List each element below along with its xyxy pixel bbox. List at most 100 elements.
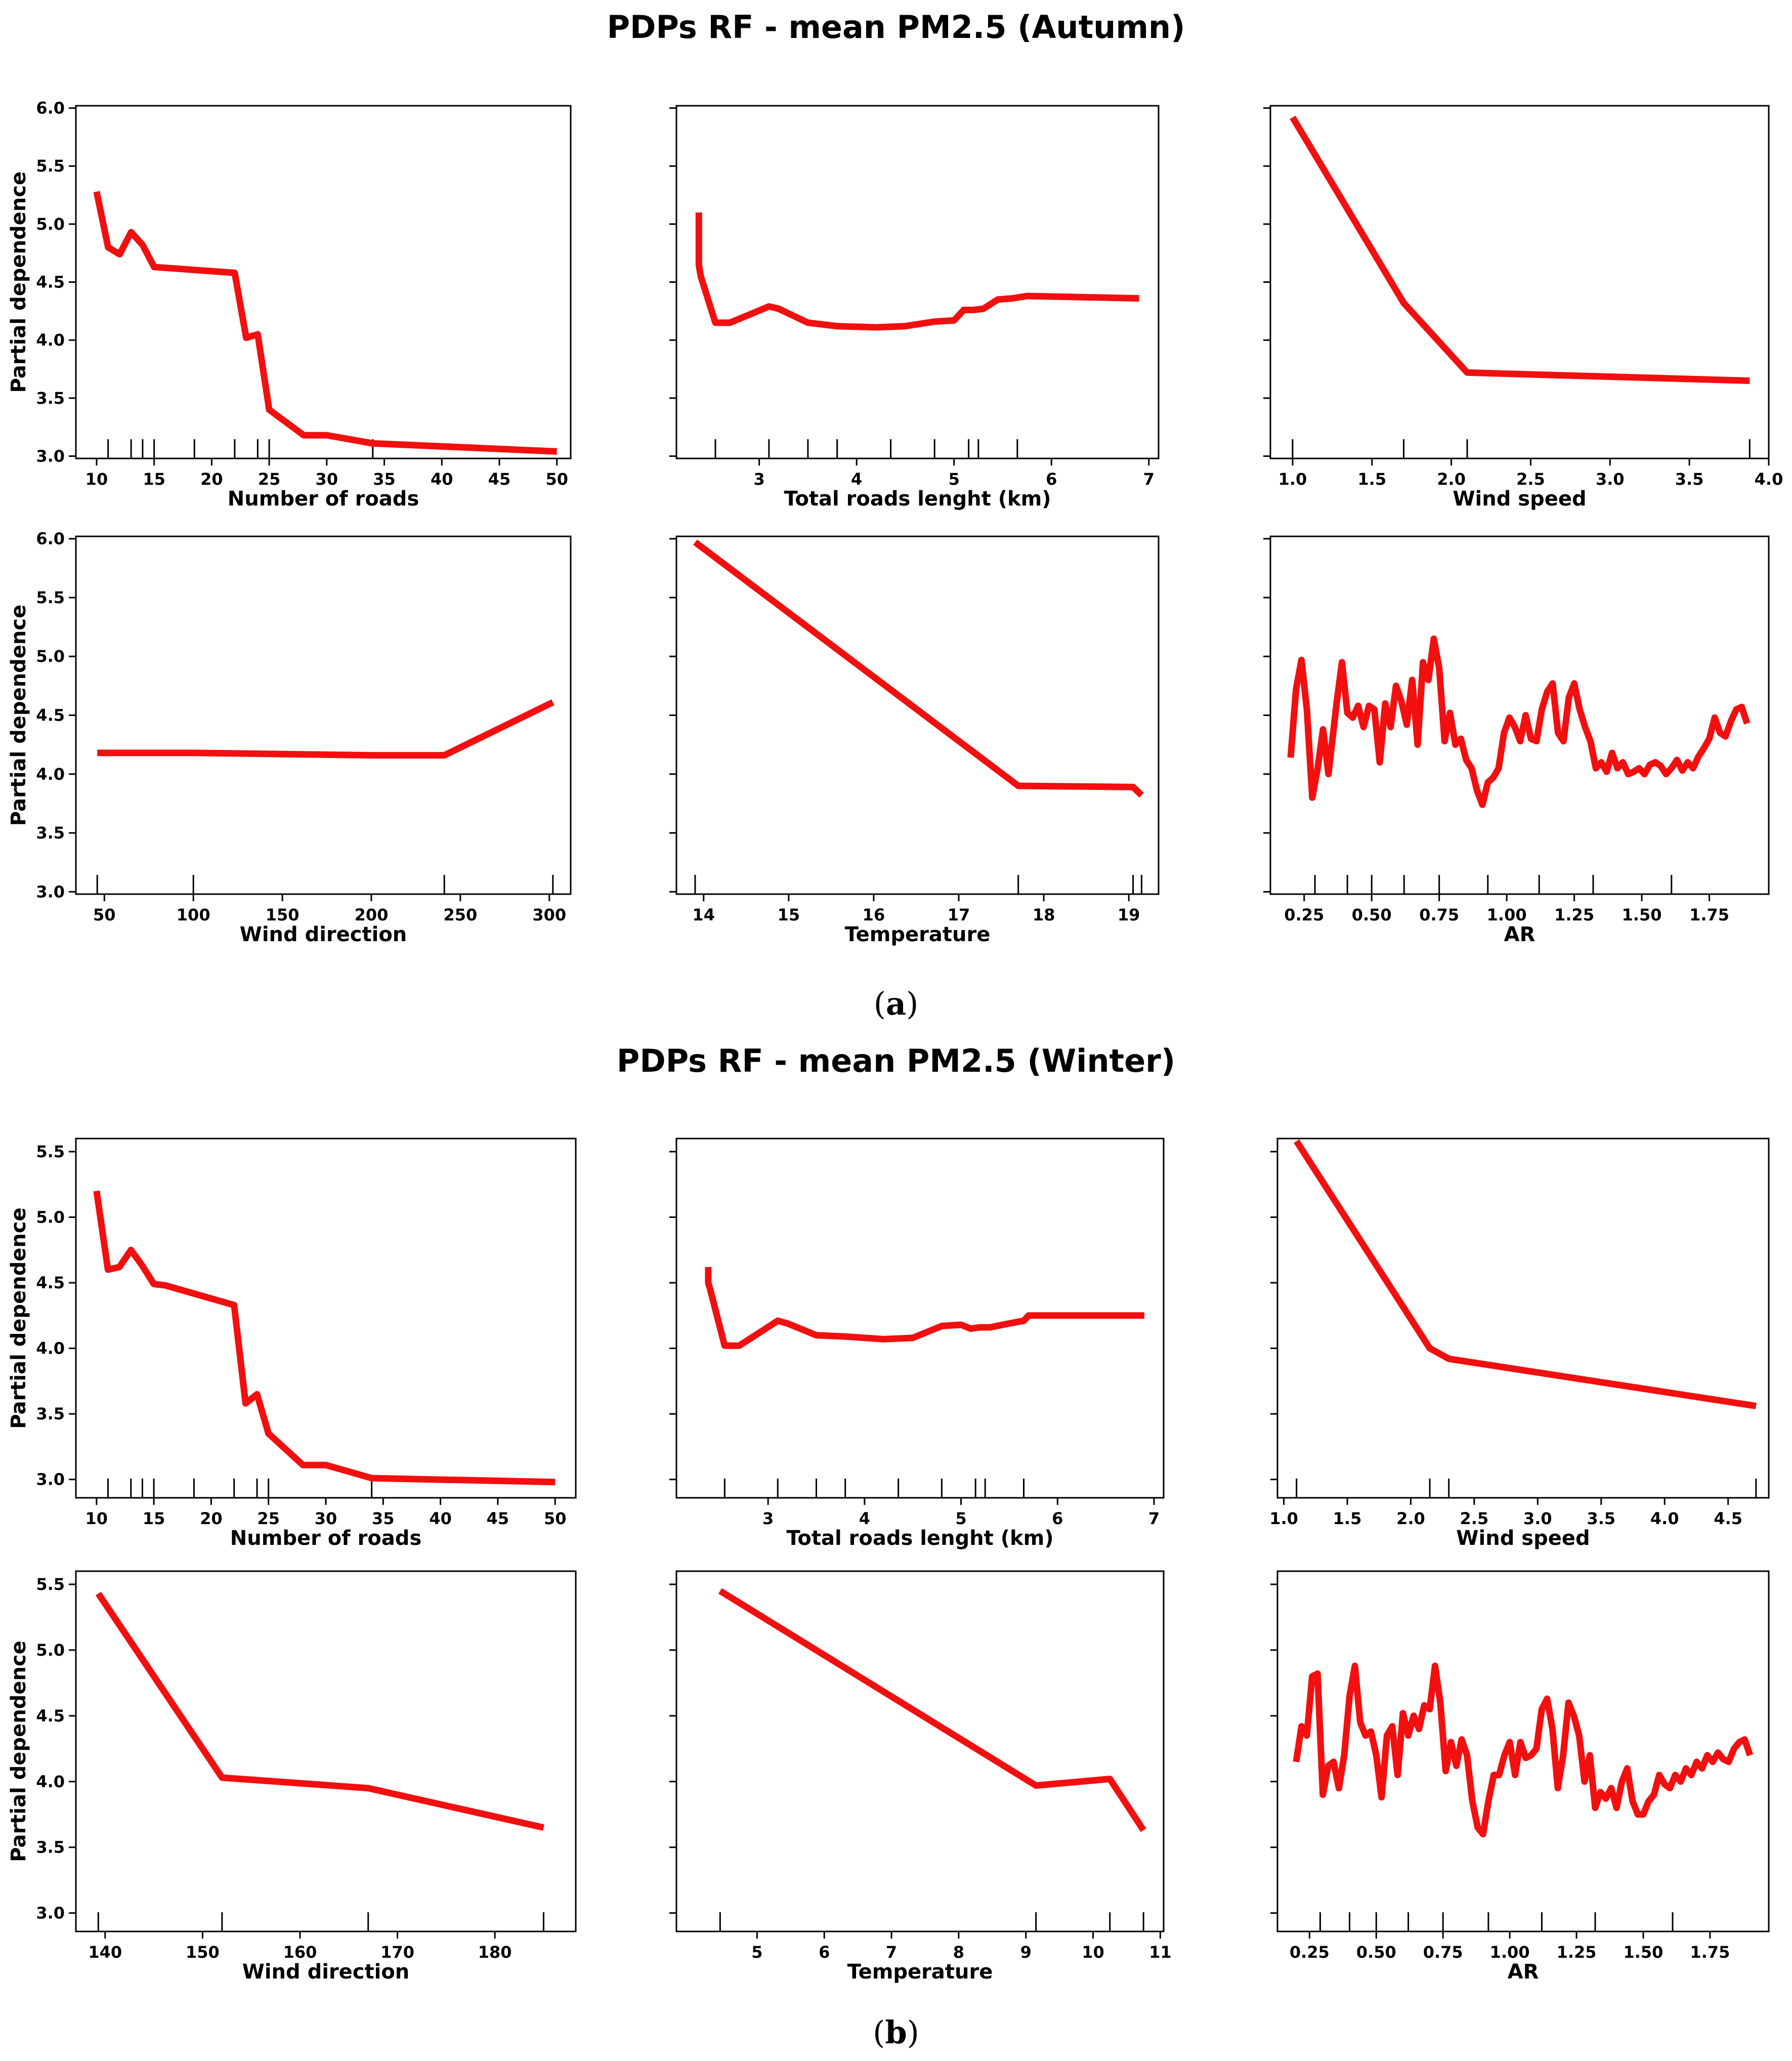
pd-line [97,699,554,759]
y-tick-label: 3.0 [36,446,65,466]
x-tick-label: 3.5 [1675,470,1704,489]
figure-b-caption-close: ) [907,2014,919,2051]
x-tick-label: 7 [886,1943,897,1962]
x-axis-label: Number of roads [228,487,419,511]
y-tick-label: 5.5 [36,156,65,176]
x-tick-label: 4.0 [1650,1509,1679,1528]
x-tick-label: 4 [859,1509,870,1528]
x-axis-label: AR [1504,923,1535,946]
figure-a-caption-open: ( [874,985,886,1022]
x-tick-label: 200 [355,905,389,924]
x-tick-label: 50 [93,905,116,924]
y-tick-label: 5.0 [36,647,65,666]
x-tick-label: 6 [1052,1509,1063,1528]
x-tick-label: 1.00 [1487,905,1527,924]
plot-frame [75,1138,577,1499]
pdp-panel-a5: 14 15 16 17 18 19 Temperature [669,535,1160,946]
pd-line [93,191,557,455]
y-tick-label: 5.5 [36,1142,65,1161]
y-tick-label: 5.0 [36,215,65,234]
x-tick-label: 6 [819,1943,830,1962]
pd-line [695,212,1139,331]
x-tick-label: 20 [200,1509,223,1528]
pd-line [1290,115,1750,384]
y-tick-label: 4.0 [36,330,65,350]
plot-frame [675,1138,1165,1499]
x-tick-label: 1.25 [1557,1943,1597,1962]
x-tick-label: 45 [488,470,511,489]
x-tick-label: 35 [372,1509,395,1528]
x-tick-label: 30 [315,1509,337,1528]
x-tick-label: 150 [186,1943,220,1962]
x-tick-label: 2.0 [1437,470,1466,489]
pdp-panel-b3: 1.0 1.5 2.0 2.5 3.0 3.5 4.0 4.5 Wind speed [1269,1138,1770,1550]
x-axis-label: Temperature [847,1960,993,1984]
y-tick-label: 4.0 [36,1772,65,1791]
plot-frame [675,535,1160,895]
x-tick-label: 15 [143,470,165,489]
pdp-panel-a2: 3 4 5 6 7 Total roads lenght (km) [669,105,1160,511]
x-tick-label: 10 [86,1509,108,1528]
y-tick-label: 4.5 [36,273,65,292]
x-tick-label: 11 [1149,1943,1172,1962]
x-tick-label: 35 [373,470,396,489]
figure-a-caption-letter: a [886,985,906,1022]
x-tick-label: 30 [316,470,338,489]
pdp-panel-a3: 1.0 1.5 2.0 2.5 3.0 3.5 4.0 Wind speed [1263,105,1783,511]
y-tick-label: 3.5 [36,1404,65,1423]
x-axis-label: Wind direction [240,923,407,946]
x-tick-label: 6 [1046,470,1057,489]
x-tick-label: 1.5 [1333,1509,1362,1528]
pd-line [95,1591,544,1831]
figure-b-title: PDPs RF - mean PM2.5 (Winter) [617,1042,1175,1079]
x-tick-label: 0.75 [1423,1943,1463,1962]
x-tick-label: 15 [778,905,800,924]
x-tick-label: 170 [380,1943,414,1962]
x-tick-label: 100 [177,905,210,924]
y-tick-label: 3.5 [36,389,65,408]
x-tick-label: 3.0 [1523,1509,1552,1528]
y-tick-label: 3.0 [36,1904,65,1923]
pd-line [1287,635,1751,808]
x-tick-label: 50 [544,1509,567,1528]
plot-frame [75,535,572,895]
pdp-panel-b5: 5 6 7 8 9 10 11 Temperature [669,1570,1172,1984]
x-tick-label: 17 [948,905,970,924]
x-tick-label: 16 [863,905,885,924]
x-axis-label: Total roads lenght (km) [784,487,1051,511]
pd-line [93,1190,556,1486]
x-tick-label: 250 [443,905,477,924]
y-tick-label: 4.0 [36,1339,65,1358]
x-tick-label: 8 [953,1943,964,1962]
pdp-panel-a1: 3.0 3.5 4.0 4.5 5.0 5.5 6.0 10 15 20 25 30 35 40 45 50 N… [7,99,572,511]
x-tick-label: 45 [487,1509,509,1528]
x-tick-label: 50 [545,470,568,489]
x-tick-label: 1.0 [1278,470,1307,489]
x-tick-label: 0.25 [1284,905,1324,924]
y-tick-label: 3.5 [36,1838,65,1857]
x-tick-label: 0.75 [1419,905,1459,924]
x-tick-label: 0.25 [1290,1943,1330,1962]
y-axis-label: Partial dependence [7,1207,30,1429]
pdp-panels: 3.03.54.04.55.05.56.010 15 20 25 30 35 40 45 50N… [7,99,1783,1984]
y-axis-label: Partial dependence [7,1641,30,1862]
x-tick-label: 4.5 [1714,1509,1742,1528]
x-tick-label: 5 [955,1509,966,1528]
x-tick-label: 140 [88,1943,122,1962]
figure-a-caption-close: ) [906,985,918,1022]
x-tick-label: 180 [478,1943,512,1962]
y-tick-label: 6.0 [36,99,65,118]
y-tick-label: 4.0 [36,765,65,784]
figure-a-caption: (a) [874,985,919,1022]
x-tick-label: 25 [258,470,281,489]
y-axis-label: Partial dependence [7,172,30,393]
x-tick-label: 160 [283,1943,317,1962]
pd-line [718,1588,1146,1832]
plot-frame [1276,1138,1770,1499]
y-tick-label: 4.5 [36,706,65,725]
x-tick-label: 25 [257,1509,280,1528]
pdp-panel-b2: 3 4 5 6 7 Total roads lenght (km) [669,1138,1165,1550]
pd-line [705,1267,1144,1349]
pdp-panel-b6: 0.25 0.50 0.75 1.00 1.25 1.50 1.75 AR [1270,1570,1770,1984]
